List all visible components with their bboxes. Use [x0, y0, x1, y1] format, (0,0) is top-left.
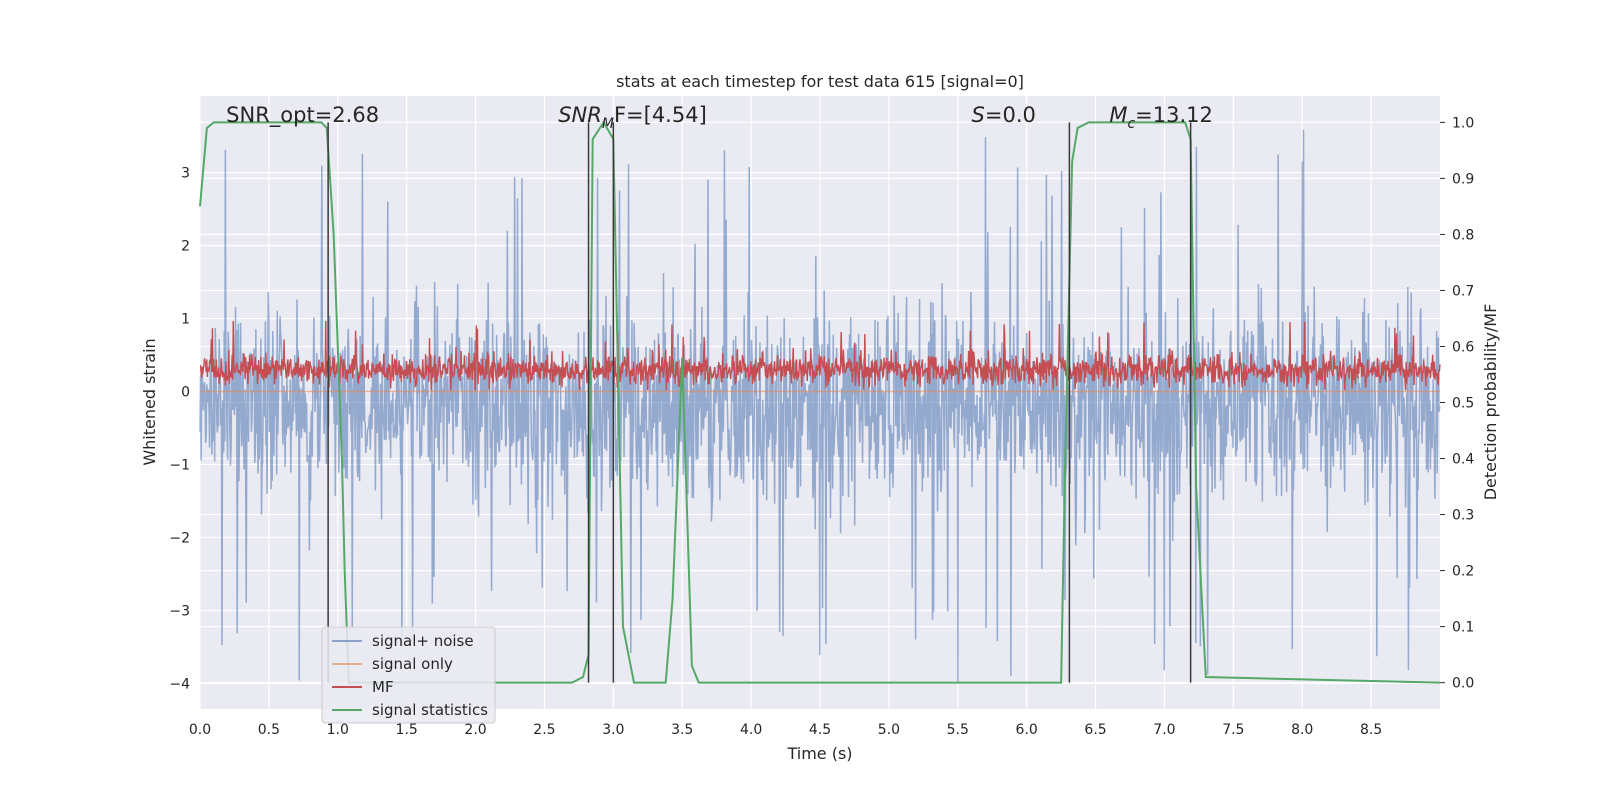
- x-tick-label: 5.0: [878, 722, 900, 738]
- y-tick-label-right: 0.3: [1452, 508, 1474, 524]
- x-tick-label: 0.5: [258, 722, 280, 738]
- y-tick-label-right: 0.1: [1452, 620, 1474, 636]
- y-tick-label-left: −4: [169, 676, 190, 692]
- legend-entry-label: MF: [372, 678, 394, 696]
- x-tick-label: 1.0: [327, 722, 349, 738]
- series-signal-statistics-line: [199, 120, 1441, 684]
- annotation-text: SNR_opt=2.68: [226, 103, 379, 128]
- y-tick-label-right: 0.7: [1452, 283, 1474, 299]
- legend-entry-label: signal only: [372, 655, 453, 673]
- y-tick-label-right: 0.2: [1452, 564, 1474, 580]
- x-tick-label: 8.5: [1360, 722, 1382, 738]
- x-tick-label: 1.5: [396, 722, 418, 738]
- annotation-text: S=0.0: [972, 103, 1036, 127]
- y-tick-label-left: 0: [181, 385, 190, 401]
- x-tick-label: 0.0: [189, 722, 211, 738]
- y-tick-label-right: 0.8: [1452, 227, 1474, 243]
- y-axis-label-right: Detection probability/MF: [1481, 304, 1500, 501]
- x-tick-label: 8.0: [1291, 722, 1313, 738]
- y-tick-label-left: −3: [169, 603, 190, 619]
- y-axis-label-left: Whitened strain: [140, 338, 159, 465]
- legend-frame: [321, 626, 496, 724]
- y-tick-label-right: 0.5: [1452, 396, 1474, 412]
- x-tick-label: 2.0: [464, 722, 486, 738]
- data-layer: [199, 120, 1441, 684]
- x-tick-label: 3.5: [671, 722, 693, 738]
- y-tick-label-right: 0.0: [1452, 676, 1474, 692]
- x-tick-label: 4.0: [740, 722, 762, 738]
- ticks: 0.0 0.5 1.0 1.5 2.0 2.5 3.0 3.5 4.0 4.5 5.0 5.5 6.0 6…: [169, 115, 1474, 738]
- annotation-text: SNRMF=[4.54]: [558, 103, 707, 132]
- legend-entry-label: signal+ noise: [372, 632, 474, 650]
- y-tick-label-right: 1.0: [1452, 115, 1474, 131]
- annotation-text: Mc=13.12: [1109, 103, 1213, 132]
- x-tick-label: 3.0: [602, 722, 624, 738]
- y-tick-label-right: 0.4: [1452, 452, 1474, 468]
- x-tick-label: 7.0: [1153, 722, 1175, 738]
- x-tick-label: 7.5: [1222, 722, 1244, 738]
- legend-entry-label: signal statistics: [372, 701, 488, 719]
- annotations: SNR_opt=2.68 SNRMF=[4.54] S=0.0 Mc=13.12: [226, 103, 1213, 132]
- y-tick-label-left: −2: [169, 531, 190, 547]
- y-tick-label-left: 3: [181, 166, 190, 182]
- y-tick-label-left: 1: [181, 312, 190, 328]
- x-tick-label: 6.0: [1016, 722, 1038, 738]
- series-signal-noise-line: [199, 129, 1441, 682]
- y-tick-label-left: 2: [181, 239, 190, 255]
- chart-title: stats at each timestep for test data 615…: [616, 72, 1024, 91]
- y-tick-label-left: −1: [169, 458, 190, 474]
- legend: signal+ noise signal only MF signal statist…: [321, 626, 496, 724]
- x-tick-label: 6.5: [1084, 722, 1106, 738]
- x-tick-label: 2.5: [533, 722, 555, 738]
- y-tick-label-right: 0.6: [1452, 339, 1474, 355]
- x-tick-label: 4.5: [809, 722, 831, 738]
- series-mf-line: [199, 320, 1441, 391]
- vertical-lines: [327, 122, 1192, 683]
- x-axis-label: Time (s): [786, 744, 852, 763]
- x-tick-label: 5.5: [947, 722, 969, 738]
- y-tick-label-right: 0.9: [1452, 171, 1474, 187]
